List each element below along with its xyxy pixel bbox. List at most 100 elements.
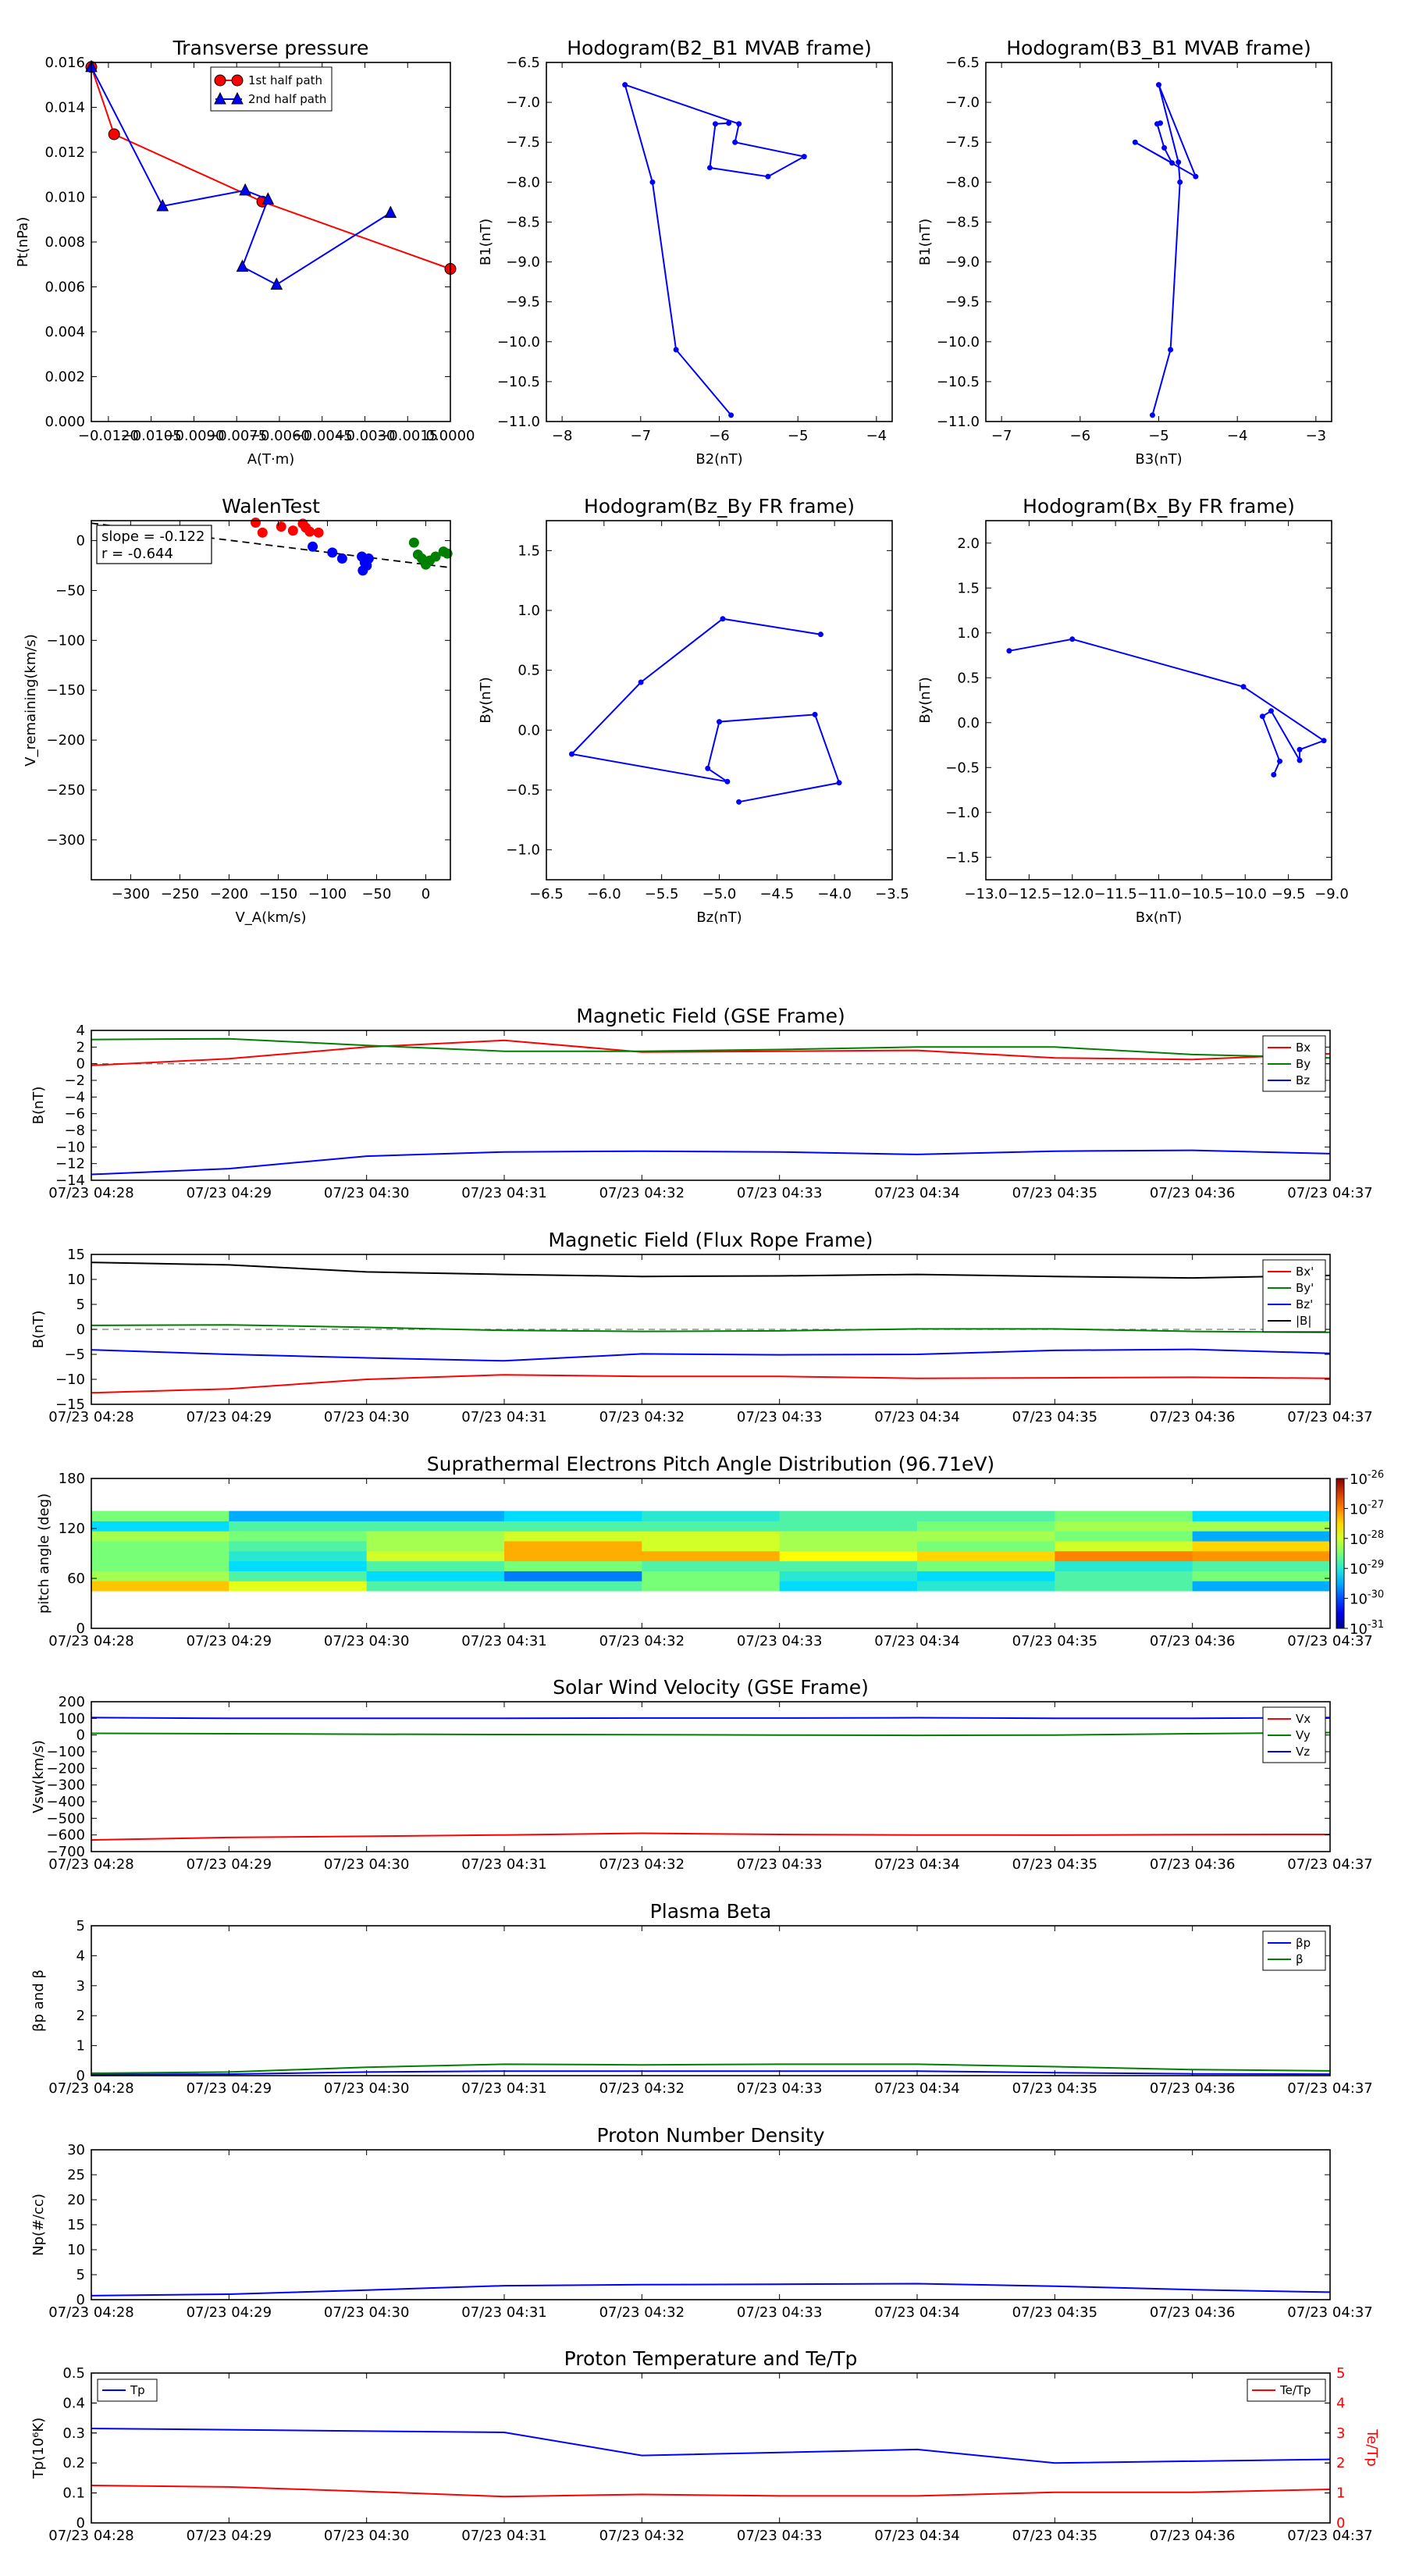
vsw-ylabel: Vsw(km/s): [30, 1740, 47, 1813]
np-xtick-label: 07/23 04:34: [874, 2304, 959, 2321]
mag-fr-legend-label: |B|: [1296, 1314, 1311, 1328]
vsw-xtick-label: 07/23 04:28: [48, 1856, 133, 1873]
hodogram-bx-by-point: [1069, 636, 1076, 642]
hodogram-bz-by-point: [836, 780, 842, 786]
hodogram-b3-b1-ytick-label: −9.5: [945, 294, 980, 311]
transverse-pressure-xtick-label: −0.0030: [334, 428, 395, 444]
hodogram-b2-b1-point: [801, 154, 807, 160]
hodogram-b3-b1-ytick-label: −11.0: [937, 414, 980, 430]
walen-test-annotation-r: r = -0.644: [101, 546, 173, 562]
pad-cell: [642, 1521, 781, 1532]
beta-xtick-label: 07/23 04:31: [461, 2080, 546, 2097]
hodogram-b2-b1-title: Hodogram(B2_B1 MVAB frame): [567, 37, 872, 59]
hodogram-bx-by-point: [1268, 708, 1274, 714]
hodogram-b3-b1-point: [1169, 160, 1176, 166]
vsw-xtick-label: 07/23 04:35: [1012, 1856, 1097, 1873]
hodogram-b3-b1-ylabel: B1(nT): [917, 219, 934, 265]
hodogram-b3-b1-ytick-label: −7.0: [945, 94, 980, 111]
tp-ytick-label: 0: [76, 2515, 85, 2532]
np-ytick-label: 5: [76, 2267, 85, 2283]
walen-test-annotation-box: [96, 525, 212, 564]
pad-cell: [917, 1581, 1055, 1592]
hodogram-b3-b1-point: [1177, 179, 1183, 185]
pad-cell: [642, 1560, 781, 1571]
tp-y2tick-label: 5: [1336, 2365, 1345, 2382]
walen-test-xtick-label: −200: [210, 886, 248, 902]
hodogram-b3-b1-xtick-label: −6: [1070, 428, 1091, 444]
hodogram-b2-b1-ytick-label: −7.0: [506, 94, 540, 111]
pad-colorbar-label: 10-31: [1350, 1619, 1384, 1638]
hodogram-b2-b1-point: [706, 165, 713, 171]
np-xtick-label: 07/23 04:29: [187, 2304, 272, 2321]
beta-ytick-label: 2: [76, 2008, 85, 2024]
vsw-series-vx: [91, 1832, 1330, 1841]
transverse-pressure-ytick-label: 0.010: [44, 190, 85, 206]
mag-fr-xtick-label: 07/23 04:31: [461, 1409, 546, 1425]
pad-xtick-label: 07/23 04:30: [324, 1633, 409, 1649]
transverse-pressure-point: [108, 128, 120, 141]
pad-xtick-label: 07/23 04:34: [874, 1633, 959, 1649]
np-ytick-label: 15: [67, 2217, 85, 2233]
walen-test-point: [336, 553, 347, 564]
beta-frame: [91, 1925, 1331, 2076]
tp-xtick-label: 07/23 04:30: [324, 2528, 409, 2544]
hodogram-b2-b1-plot-area: [622, 82, 807, 418]
tp-xtick-label: 07/23 04:37: [1287, 2528, 1372, 2544]
np-frame: [91, 2149, 1331, 2300]
hodogram-bz-by-ytick-label: −0.5: [506, 782, 540, 799]
walen-test-ylabel: V_remaining(km/s): [23, 634, 39, 767]
pad-cell: [229, 1521, 368, 1532]
hodogram-bx-by-ytick-label: −0.5: [945, 760, 980, 776]
mag-fr-ytick-label: 10: [67, 1272, 85, 1288]
hodogram-bx-by-xtick-label: −9.0: [1314, 886, 1349, 902]
pad-cell: [366, 1581, 505, 1592]
hodogram-bz-by-xtick-label: −5.0: [702, 886, 737, 902]
hodogram-b2-b1-point: [728, 412, 735, 418]
pad-cell: [642, 1531, 781, 1542]
transverse-pressure-xtick-label: 0.0000: [426, 428, 475, 444]
hodogram-bz-by-xtick-label: −5.5: [645, 886, 679, 902]
vsw-series-vz: [91, 1717, 1330, 1720]
pad-cell: [917, 1510, 1055, 1521]
hodogram-bz-by-title: Hodogram(Bz_By FR frame): [584, 495, 855, 518]
mag-fr-series-by: [91, 1324, 1330, 1333]
transverse-pressure-panel: −0.0120−0.0105−0.0090−0.0075−0.0060−0.00…: [15, 37, 475, 468]
mag-fr-xtick-label: 07/23 04:33: [737, 1409, 822, 1425]
transverse-pressure-ytick-label: 0.002: [44, 369, 85, 386]
tp-xtick-label: 07/23 04:31: [461, 2528, 546, 2544]
beta-xtick-label: 07/23 04:28: [48, 2080, 133, 2097]
pad-cell: [1055, 1531, 1193, 1542]
hodogram-b2-b1-point: [622, 82, 628, 88]
tp-ylabel: Tp(10⁶K): [30, 2418, 47, 2479]
mag-fr-plot-area: [91, 1261, 1330, 1394]
pad-cell: [642, 1581, 781, 1592]
colorbar-base: 10: [1350, 1501, 1368, 1517]
walen-test-ytick-label: −150: [47, 682, 85, 699]
vsw-xtick-label: 07/23 04:30: [324, 1856, 409, 1873]
colorbar-exponent: -29: [1368, 1559, 1384, 1571]
walen-test-panel: −300 −250 −200 −150 −100 −50 0 −300 −250 −200 −150…: [23, 495, 453, 926]
hodogram-bx-by-ytick-label: 0.5: [957, 670, 980, 686]
mag-gse-xtick-label: 07/23 04:31: [461, 1185, 546, 1201]
transverse-pressure-point: [236, 259, 249, 272]
pad-cell: [366, 1550, 505, 1562]
mag-fr-ylabel: B(nT): [30, 1311, 47, 1349]
hodogram-b3-b1-ytick-label: −10.5: [937, 374, 980, 390]
hodogram-b3-b1-point: [1149, 412, 1155, 418]
hodogram-b2-b1-series-line: [624, 84, 807, 416]
vsw-legend-label: Vz: [1296, 1745, 1310, 1759]
hodogram-bx-by-point: [1271, 771, 1277, 777]
hodogram-bx-by-title: Hodogram(Bx_By FR frame): [1023, 495, 1295, 518]
colorbar-exponent: -31: [1368, 1619, 1384, 1631]
hodogram-bx-by-plot-area: [1006, 636, 1327, 777]
transverse-pressure-ylabel: Pt(nPa): [15, 217, 31, 267]
pad-cell: [504, 1581, 642, 1592]
pad-cell: [366, 1560, 505, 1571]
vsw-xtick-label: 07/23 04:36: [1150, 1856, 1235, 1873]
beta-xtick-label: 07/23 04:34: [874, 2080, 959, 2097]
hodogram-bz-by-xtick-label: −6.5: [529, 886, 564, 902]
hodogram-b3-b1-point: [1156, 82, 1161, 88]
transverse-pressure-point: [239, 183, 251, 196]
pad-xtick-label: 07/23 04:35: [1012, 1633, 1097, 1649]
